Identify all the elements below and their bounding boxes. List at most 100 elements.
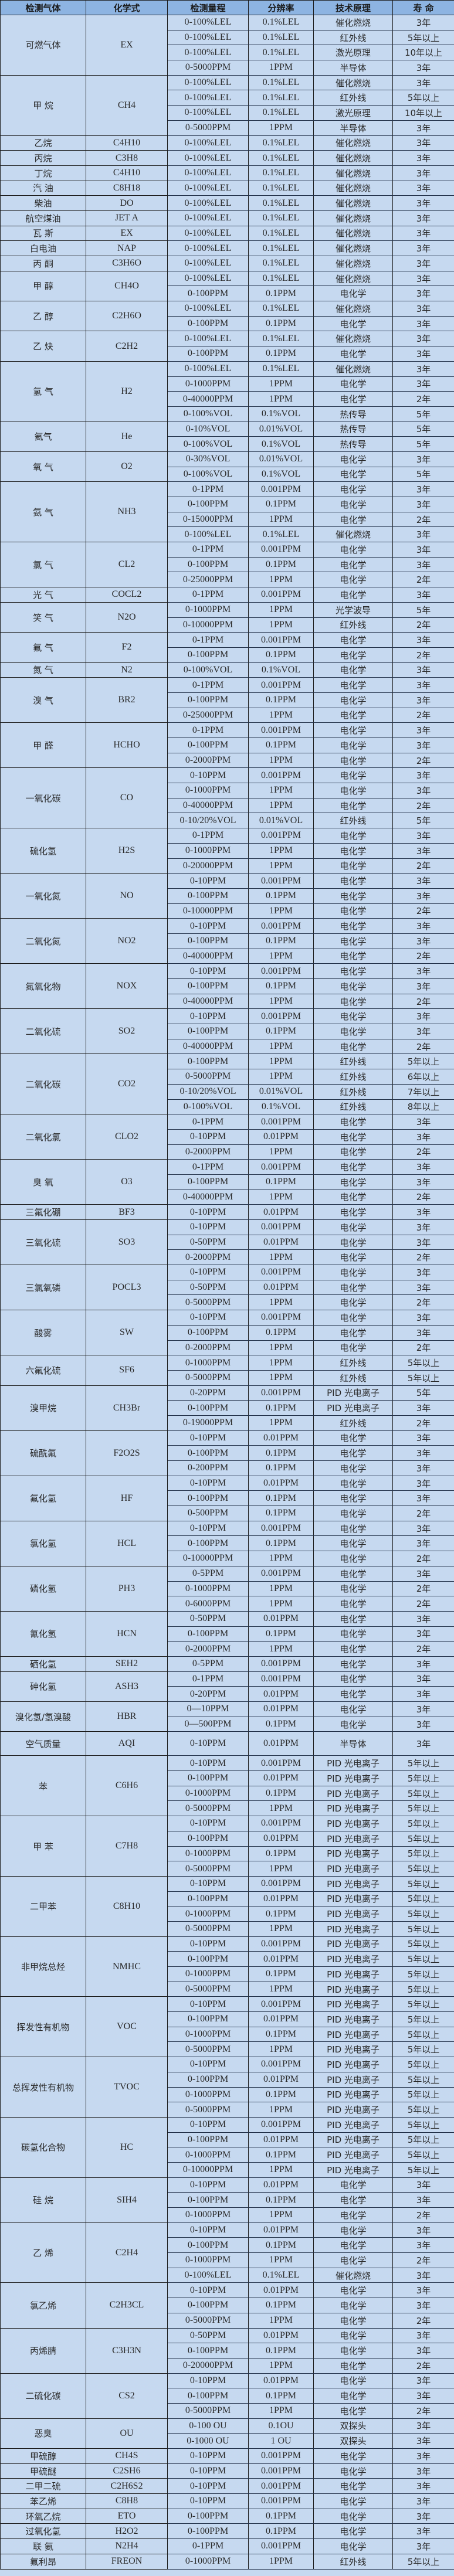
resolution-cell: 0.1PPM xyxy=(248,1324,314,1341)
table-row: 氦气 He 0-10%VOL 0.01%VOL 热传导 5年 xyxy=(0,421,454,452)
gas-name-cell: 丙 酮 xyxy=(0,256,86,271)
principle-cell: 催化燃烧 xyxy=(313,180,393,196)
table-row: 过氧化氢 H2O2 0-100PPM 0.1PPM 电化学 3年 xyxy=(0,2523,454,2540)
resolution-cell: 0.1%LEL xyxy=(248,2267,314,2283)
table-row: 0-100PPM 0.1PPM 电化学 3年 xyxy=(1,692,454,708)
range-cell: 0-100%LEL xyxy=(167,29,249,46)
table-header-row: 检测气体 化学式 检测量程 分辨率 技术原理 寿 命 xyxy=(0,0,454,15)
resolution-cell: 0.01PPM xyxy=(248,2222,314,2238)
formula-cell: SO2 xyxy=(86,1008,168,1055)
formula-cell: COCL2 xyxy=(86,587,168,603)
principle-cell: PID 光电离子 xyxy=(313,2011,393,2027)
lifetime-cell: 3年 xyxy=(392,1219,454,1235)
table-row: 0-100PPM 0.1PPM 电化学 3年 xyxy=(1,978,454,994)
resolution-cell: 0.1%LEL xyxy=(248,331,314,347)
table-row: 联 氨 N2H4 0-1PPM 0.001PPM 电化学 3年 xyxy=(0,2538,454,2554)
table-row: 甲 醛 HCHO 0-1PPM 0.001PPM 电化学 3年 xyxy=(0,722,454,769)
table-row: 0-100PPM 0.1PPM 电化学 3年 xyxy=(1,933,454,949)
table-row: 氯乙烯 C2H3CL 0-10PPM 0.01PPM 电化学 3年 xyxy=(0,2282,454,2329)
formula-cell: CO xyxy=(86,767,168,829)
range-cell: 0-100PPM xyxy=(167,1400,249,1416)
range-cell: 0-100%VOL xyxy=(167,406,249,422)
principle-cell: 催化燃烧 xyxy=(313,225,393,242)
resolution-cell: 1PPM xyxy=(248,1249,314,1266)
principle-cell: PID 光电离子 xyxy=(313,1891,393,1907)
lifetime-cell: 3年 xyxy=(392,1520,454,1537)
resolution-cell: 0.01PPM xyxy=(248,1129,314,1145)
principle-cell: 热传导 xyxy=(313,436,393,452)
resolution-cell: 0.01PPM xyxy=(248,2373,314,2389)
resolution-cell: 0.1PPM xyxy=(248,1716,314,1732)
lifetime-cell: 2年 xyxy=(392,391,454,407)
range-cell: 0-50PPM xyxy=(167,1234,249,1250)
lifetime-cell: 5年以上 xyxy=(392,1846,454,1862)
range-cell: 0-1000PPM xyxy=(167,376,249,392)
formula-cell: SO3 xyxy=(86,1219,168,1266)
lifetime-cell: 3年 xyxy=(392,2448,454,2464)
table-row: 0-100PPM 0.1PPM 电化学 3年 xyxy=(1,1445,454,1461)
formula-cell: POCL3 xyxy=(86,1265,168,1311)
range-cell: 0-5000PPM xyxy=(167,2312,249,2329)
lifetime-cell: 3年 xyxy=(392,1565,454,1582)
resolution-cell: 1PPM xyxy=(248,1596,314,1612)
gas-name-cell: 氨 气 xyxy=(0,481,86,543)
range-cell: 0-100%LEL xyxy=(167,15,249,30)
lifetime-cell: 3年 xyxy=(392,1731,454,1756)
range-cell: 0-20000PPM xyxy=(167,2357,249,2374)
formula-cell: C3H3N xyxy=(86,2327,168,2374)
table-row: 二氧化碳 CO2 0-100PPM 1PPM 红外线 5年以上 xyxy=(0,1053,454,1115)
lifetime-cell: 3年 xyxy=(392,2523,454,2540)
resolution-cell: 0.001PPM xyxy=(248,1671,314,1687)
range-cell: 0-5000PPM xyxy=(167,2402,249,2419)
table-row: 0-100%LEL 0.1%LEL 红外线 5年以上 xyxy=(1,90,454,106)
range-cell: 0-1000PPM xyxy=(167,1906,249,1922)
principle-cell: PID 光电离子 xyxy=(313,2026,393,2043)
table-row: 0-40000PPM 1PPM 电化学 2年 xyxy=(1,993,454,1010)
principle-cell: 电化学 xyxy=(313,2343,393,2358)
formula-cell: C2H6S2 xyxy=(86,2478,168,2495)
table-row: 0-100PPM 0.1PPM 电化学 3年 xyxy=(1,1490,454,1507)
principle-cell: PID 光电离子 xyxy=(313,2086,393,2103)
range-cell: 0-1PPM xyxy=(167,677,249,693)
formula-cell: C2H6O xyxy=(86,301,168,332)
principle-cell: 双探头 xyxy=(313,2418,393,2434)
range-cell: 0-100PPM xyxy=(167,1053,249,1070)
table-row: 0-1000PPM 0.1PPM PID 光电离子 5年以上 xyxy=(1,1906,454,1922)
lifetime-cell: 5年以上 xyxy=(392,1369,454,1386)
range-cell: 0-1000PPM xyxy=(167,2553,249,2570)
table-row: 环氧乙烷 ETO 0-100PPM 0.1PPM 电化学 3年 xyxy=(0,2508,454,2524)
gas-name-cell: 砷化氢 xyxy=(0,1671,86,1702)
header-formula: 化学式 xyxy=(86,0,168,15)
range-cell: 0-5000PPM xyxy=(167,1981,249,1997)
formula-cell: HCL xyxy=(86,1520,168,1566)
principle-cell: 电化学 xyxy=(313,2448,393,2464)
principle-cell: PID 光电离子 xyxy=(313,1861,393,1877)
lifetime-cell: 5年以上 xyxy=(392,2086,454,2103)
table-row: 硫酰氟 F2O2S 0-10PPM 0.01PPM 电化学 3年 xyxy=(0,1430,454,1476)
range-cell: 0-100%LEL xyxy=(167,90,249,106)
gas-name-cell: 磷化氢 xyxy=(0,1565,86,1612)
lifetime-cell: 3年 xyxy=(392,918,454,934)
formula-cell: CH3Br xyxy=(86,1385,168,1431)
resolution-cell: 0.001PPM xyxy=(248,1565,314,1582)
lifetime-cell: 3年 xyxy=(392,2478,454,2495)
range-cell: 0-100%VOL xyxy=(167,1099,249,1115)
principle-cell: 电化学 xyxy=(313,1686,393,1702)
resolution-cell: 0.01PPM xyxy=(248,2327,314,2344)
lifetime-cell: 3年 xyxy=(392,60,454,76)
resolution-cell: 1PPM xyxy=(248,2207,314,2223)
lifetime-cell: 3年 xyxy=(392,978,454,994)
table-row: 0-5000PPM 1PPM 电化学 2年 xyxy=(1,1294,454,1311)
principle-cell: 电化学 xyxy=(313,2327,393,2344)
principle-cell: 电化学 xyxy=(313,1565,393,1582)
principle-cell: 电化学 xyxy=(313,587,393,603)
resolution-cell: 1PPM xyxy=(248,617,314,633)
resolution-cell: 0.001PPM xyxy=(248,632,314,648)
resolution-cell: 0.01PPM xyxy=(248,1731,314,1756)
range-cell: 0-25000PPM xyxy=(167,572,249,588)
resolution-cell: 1PPM xyxy=(248,1355,314,1371)
principle-cell: 电化学 xyxy=(313,391,393,407)
principle-cell: 电化学 xyxy=(313,677,393,693)
range-cell: 0—500PPM xyxy=(167,1716,249,1732)
formula-cell: OU xyxy=(86,2418,168,2449)
